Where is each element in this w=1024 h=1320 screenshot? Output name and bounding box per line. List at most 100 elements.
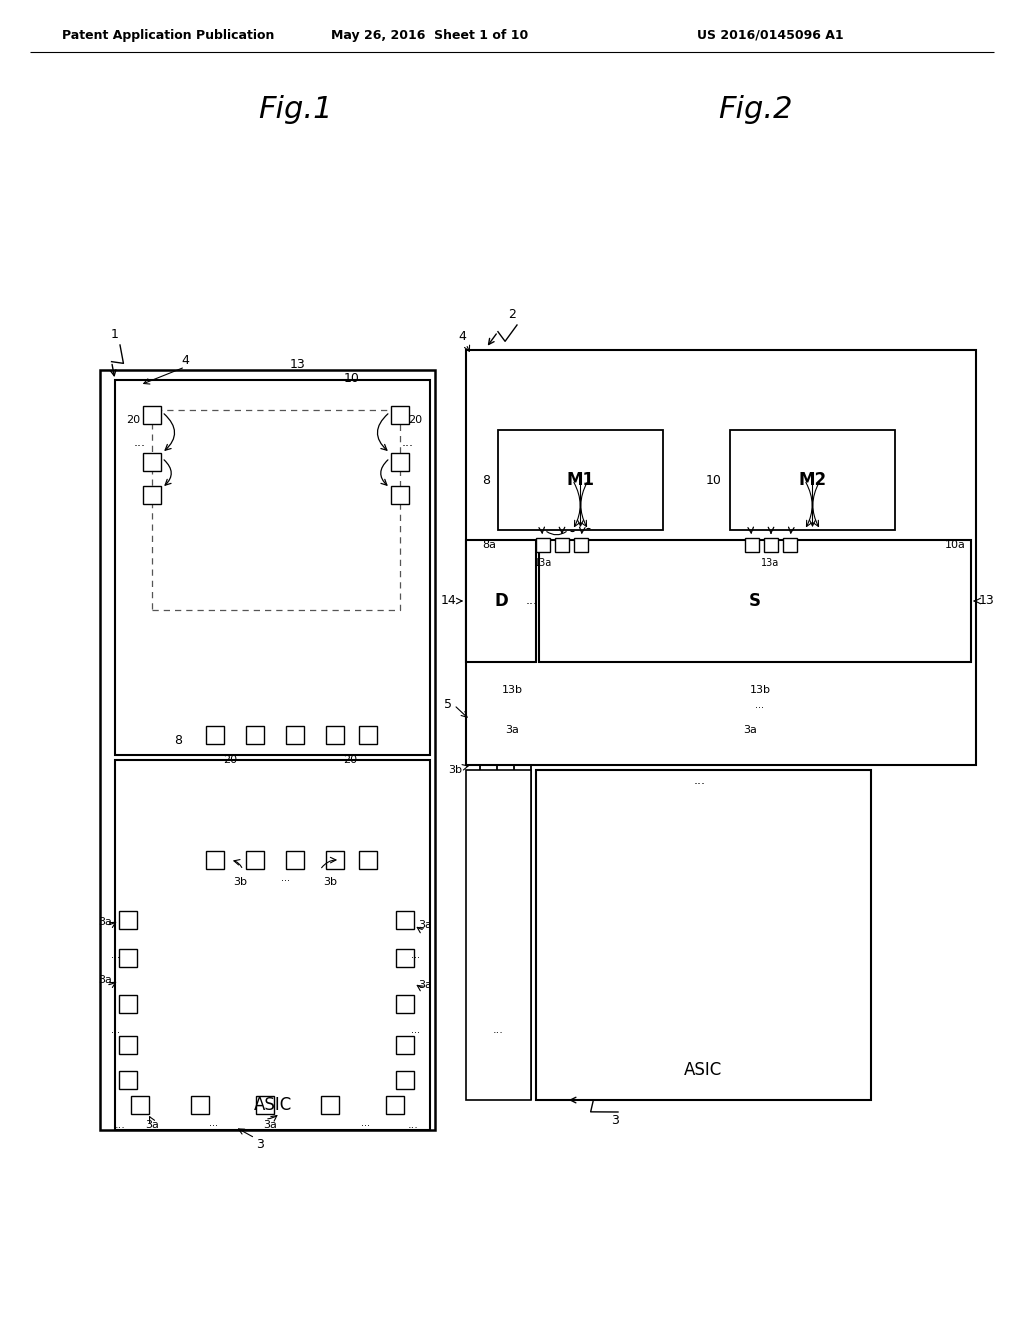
Text: ...: ... xyxy=(694,774,706,787)
Bar xyxy=(536,770,871,1100)
Text: Fig.1: Fig.1 xyxy=(258,95,332,124)
Text: 8: 8 xyxy=(482,474,490,487)
Text: 3a: 3a xyxy=(98,917,112,927)
Bar xyxy=(745,539,759,552)
Text: 13a: 13a xyxy=(761,558,779,568)
Text: 3a: 3a xyxy=(505,725,519,735)
Text: ...: ... xyxy=(402,436,414,449)
Text: ...: ... xyxy=(134,436,146,449)
Text: ...: ... xyxy=(112,950,121,960)
Text: 3b: 3b xyxy=(323,876,337,887)
Text: ...: ... xyxy=(209,1118,217,1129)
Text: 10a: 10a xyxy=(945,540,966,550)
Bar xyxy=(574,539,588,552)
Text: ...: ... xyxy=(412,950,421,960)
Bar xyxy=(359,851,377,869)
Text: ...: ... xyxy=(493,1026,504,1035)
Text: 8: 8 xyxy=(174,734,182,747)
Bar xyxy=(391,407,409,424)
Text: M1: M1 xyxy=(566,471,595,488)
Text: 13b: 13b xyxy=(750,685,770,696)
Text: 10: 10 xyxy=(344,371,360,384)
Text: 3b: 3b xyxy=(233,876,247,887)
Bar xyxy=(100,370,435,1130)
Bar xyxy=(143,453,161,471)
Text: D: D xyxy=(495,591,508,610)
Bar xyxy=(115,380,430,755)
Bar xyxy=(256,1096,274,1114)
Bar xyxy=(119,1071,137,1089)
Text: 13b: 13b xyxy=(502,685,522,696)
Bar xyxy=(131,1096,150,1114)
Bar xyxy=(119,1036,137,1053)
Bar xyxy=(396,995,414,1012)
Text: 1: 1 xyxy=(111,329,119,342)
Text: 13a: 13a xyxy=(534,558,552,568)
Text: 8a: 8a xyxy=(482,540,496,550)
Bar xyxy=(466,350,976,766)
Text: ASIC: ASIC xyxy=(253,1096,292,1114)
Text: ...: ... xyxy=(526,594,538,607)
Bar xyxy=(321,1096,339,1114)
Bar xyxy=(246,726,264,744)
Bar xyxy=(206,851,224,869)
Text: 4: 4 xyxy=(181,354,189,367)
Text: 20: 20 xyxy=(126,414,140,425)
Bar xyxy=(326,726,344,744)
Text: 3b: 3b xyxy=(449,766,462,775)
Bar xyxy=(466,770,531,1100)
Text: 13: 13 xyxy=(290,358,306,371)
Text: ...: ... xyxy=(290,752,300,763)
Text: 13: 13 xyxy=(979,594,994,607)
Bar xyxy=(143,407,161,424)
Text: 5: 5 xyxy=(444,698,452,711)
Bar xyxy=(326,851,344,869)
Text: 2: 2 xyxy=(508,309,516,322)
Text: M2: M2 xyxy=(799,471,826,488)
Text: 3a: 3a xyxy=(418,979,432,990)
Text: ...: ... xyxy=(412,1026,421,1035)
Text: 14: 14 xyxy=(440,594,456,607)
Text: US 2016/0145096 A1: US 2016/0145096 A1 xyxy=(696,29,844,41)
Text: Patent Application Publication: Patent Application Publication xyxy=(61,29,274,41)
Bar xyxy=(783,539,797,552)
Text: ...: ... xyxy=(408,1119,419,1130)
Bar xyxy=(286,851,304,869)
Bar xyxy=(152,411,400,610)
Text: 3a: 3a xyxy=(418,920,432,931)
Text: 4: 4 xyxy=(458,330,466,343)
Bar xyxy=(168,425,383,590)
Text: ASIC: ASIC xyxy=(684,1061,723,1078)
Bar xyxy=(396,1071,414,1089)
Bar xyxy=(730,430,895,531)
Text: 10: 10 xyxy=(707,474,722,487)
Text: ...: ... xyxy=(281,873,290,883)
Text: 3: 3 xyxy=(256,1138,264,1151)
Bar xyxy=(119,995,137,1012)
Bar xyxy=(466,540,536,663)
Bar xyxy=(391,486,409,504)
Bar xyxy=(536,539,550,552)
Bar xyxy=(115,760,430,1130)
Text: 3a: 3a xyxy=(743,725,757,735)
Bar xyxy=(286,726,304,744)
Bar xyxy=(386,1096,404,1114)
Text: ...: ... xyxy=(360,1118,370,1129)
Bar xyxy=(191,1096,209,1114)
Text: 3a: 3a xyxy=(145,1119,159,1130)
Bar xyxy=(396,1036,414,1053)
Bar xyxy=(143,486,161,504)
Bar xyxy=(498,430,663,531)
Text: ...: ... xyxy=(756,700,765,710)
Text: May 26, 2016  Sheet 1 of 10: May 26, 2016 Sheet 1 of 10 xyxy=(332,29,528,41)
Bar xyxy=(396,911,414,929)
Text: ...: ... xyxy=(115,1119,125,1130)
Text: 20: 20 xyxy=(223,755,238,766)
Bar xyxy=(206,726,224,744)
Text: 3a: 3a xyxy=(263,1119,276,1130)
Text: 20: 20 xyxy=(343,755,357,766)
Text: S: S xyxy=(749,591,761,610)
Bar xyxy=(119,949,137,968)
Bar xyxy=(764,539,778,552)
Text: Fig.2: Fig.2 xyxy=(718,95,793,124)
